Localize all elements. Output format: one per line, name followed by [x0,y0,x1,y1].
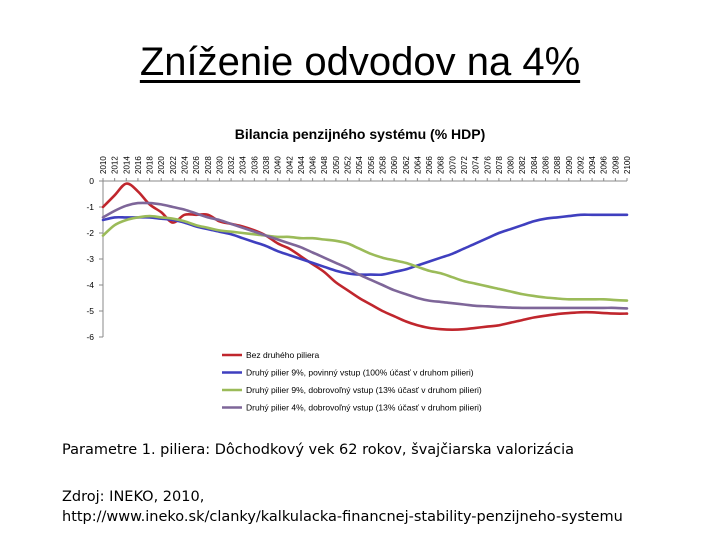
y-tick-label: -2 [86,228,94,238]
x-tick-label: 2014 [122,156,131,174]
legend-label: Druhý pilier 4%, dobrovoľný vstup (13% ú… [246,403,482,413]
y-tick-label: -4 [86,280,94,290]
x-tick-label: 2078 [495,156,504,174]
x-tick-label: 2066 [425,156,434,174]
chart-title: Bilancia penzijného systému (% HDP) [235,126,486,142]
x-tick-label: 2044 [297,156,306,174]
x-tick-label: 2080 [507,156,516,174]
x-tick-label: 2040 [274,156,283,174]
x-tick-label: 2094 [588,156,597,174]
x-tick-label: 2098 [611,156,620,174]
source-label: Zdroj: INEKO, 2010, [62,489,205,505]
y-tick-label: -3 [86,254,94,264]
x-tick-label: 2052 [344,156,353,174]
legend-label: Druhý pilier 9%, povinný vstup (100% úča… [246,368,474,378]
x-tick-label: 2020 [157,156,166,174]
series-line [101,213,629,277]
x-tick-label: 2030 [215,156,224,174]
x-tick-label: 2090 [565,156,574,174]
legend-label: Bez druhého piliera [246,350,320,360]
source-url: http://www.ineko.sk/clanky/kalkulacka-fi… [62,509,623,525]
x-tick-label: 2074 [472,156,481,174]
x-tick-label: 2088 [553,156,562,174]
x-tick-label: 2096 [600,156,609,174]
x-tick-label: 2084 [530,156,539,174]
x-tick-label: 2042 [285,156,294,174]
y-tick-label: 0 [89,176,94,186]
x-tick-label: 2028 [204,156,213,174]
x-tick-label: 2010 [99,156,108,174]
x-tick-label: 2064 [413,156,422,174]
parameters-caption: Parametre 1. piliera: Dôchodkový vek 62 … [62,442,574,458]
legend-label: Druhý pilier 9%, dobrovoľný vstup (13% ú… [246,385,482,395]
y-tick-label: -5 [86,306,94,316]
x-tick-label: 2068 [437,156,446,174]
x-tick-label: 2012 [111,156,120,174]
y-tick-label: -6 [86,332,94,342]
x-tick-label: 2086 [541,156,550,174]
x-tick-label: 2072 [460,156,469,174]
x-tick-label: 2026 [192,156,201,174]
x-tick-label: 2092 [576,156,585,174]
y-tick-label: -1 [86,202,94,212]
chart-legend: Bez druhého piliera Druhý pilier 9%, povi… [222,350,482,413]
source-note: Zdroj: INEKO, 2010, http://www.ineko.sk/… [62,487,623,527]
series-line [101,214,629,302]
x-tick-label: 2050 [332,156,341,174]
x-tick-label: 2100 [623,156,632,174]
series-line [101,201,629,310]
series-line [101,182,629,331]
x-tick-label: 2046 [309,156,318,174]
x-tick-label: 2048 [320,156,329,174]
chart-series [101,182,629,331]
x-tick-label: 2070 [448,156,457,174]
x-tick-label: 2034 [239,156,248,174]
x-tick-label: 2054 [355,156,364,174]
x-tick-label: 2076 [483,156,492,174]
x-tick-label: 2058 [378,156,387,174]
x-tick-label: 2060 [390,156,399,174]
x-tick-label: 2038 [262,156,271,174]
x-tick-label: 2036 [250,156,259,174]
x-tick-label: 2022 [169,156,178,174]
x-tick-label: 2032 [227,156,236,174]
slide-title: Zníženie odvodov na 4% [139,40,581,84]
x-tick-label: 2018 [146,156,155,174]
x-tick-label: 2062 [402,156,411,174]
x-tick-label: 2056 [367,156,376,174]
x-tick-label: 2082 [518,156,527,174]
x-tick-label: 2024 [181,156,190,174]
x-tick-label: 2016 [134,156,143,174]
